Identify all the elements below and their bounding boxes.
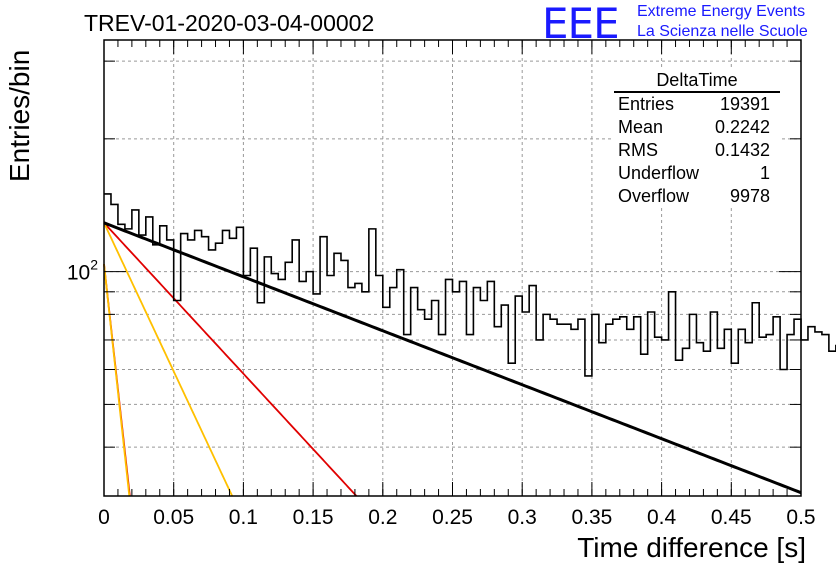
stats-value: 1 [759, 163, 770, 183]
stats-label: RMS [618, 140, 658, 160]
stats-label: Overflow [618, 186, 690, 206]
x-tick-label: 0.4 [647, 506, 677, 529]
stats-row-rms: RMS 0.1432 [612, 139, 780, 162]
x-tick-label: 0.1 [229, 506, 258, 529]
x-tick-labels: 0 0.05 0.1 0.15 0.2 0.25 0.3 0.35 0.4 0.45 0.5 [98, 506, 815, 529]
total-fit-curve [103, 221, 802, 495]
component-fit-curve-2 [103, 222, 234, 497]
x-tick-label: 0.5 [786, 506, 815, 529]
stats-title: DeltaTime [614, 70, 780, 93]
component-fit-curve-4 [103, 264, 131, 497]
stats-box: DeltaTime Entries 19391 Mean 0.2242 RMS … [612, 70, 780, 208]
stats-value: 0.2242 [714, 117, 770, 137]
y-axis-label: Entries/bin [4, 49, 35, 182]
y-tick-exponent: 2 [90, 257, 98, 273]
stats-label: Entries [618, 94, 675, 114]
x-tick-label: 0.2 [368, 506, 397, 529]
y-tick-label: 102 [67, 257, 98, 285]
logo-line-1: Extreme Energy Events [637, 3, 806, 20]
x-axis-label: Time difference [s] [577, 532, 806, 563]
histogram-outline [104, 193, 836, 377]
x-tick-label: 0 [98, 506, 110, 529]
eee-logo: EEE [542, 0, 620, 48]
stats-value: 19391 [719, 94, 770, 114]
stats-value: 0.1432 [714, 140, 770, 160]
stats-row-overflow: Overflow 9978 [612, 185, 780, 208]
x-tick-label: 0.05 [153, 506, 194, 529]
logo-line-2: La Scienza nelle Scuole [637, 23, 808, 40]
x-tick-label: 0.35 [571, 506, 612, 529]
stats-row-underflow: Underflow 1 [612, 162, 780, 185]
stats-value: 9978 [729, 186, 770, 206]
run-title: TREV-01-2020-03-04-00002 [84, 10, 375, 36]
stats-row-entries: Entries 19391 [612, 93, 780, 116]
axis-ticks [103, 40, 802, 496]
stats-label: Underflow [618, 163, 700, 183]
stats-row-mean: Mean 0.2242 [612, 116, 780, 139]
x-tick-label: 0.15 [293, 506, 334, 529]
stats-label: Mean [618, 117, 664, 137]
y-tick-base: 10 [67, 262, 90, 285]
x-tick-label: 0.45 [711, 506, 752, 529]
fit-curves [103, 222, 358, 497]
component-fit-curve-1 [103, 222, 358, 497]
x-tick-label: 0.25 [432, 506, 473, 529]
histogram [103, 193, 836, 495]
x-tick-label: 0.3 [508, 506, 537, 529]
